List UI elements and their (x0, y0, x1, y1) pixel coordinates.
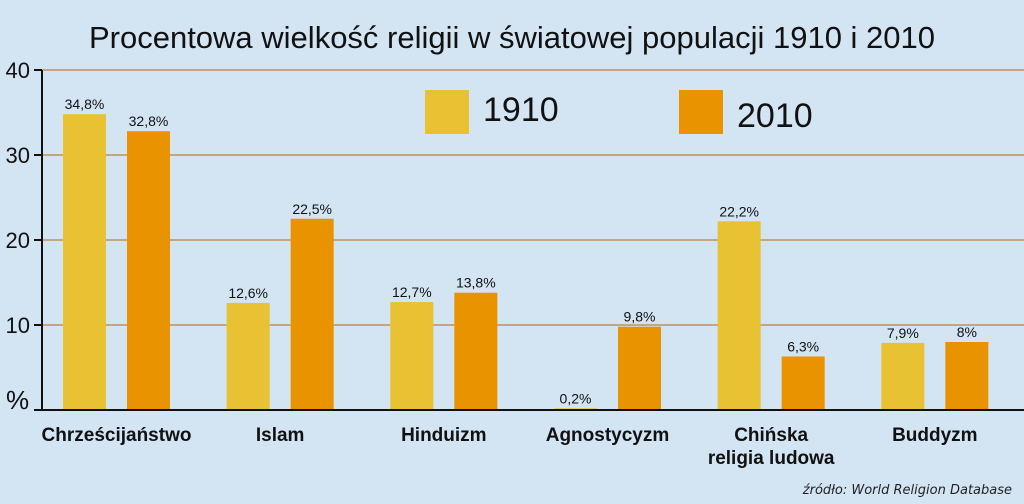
category-label: Chińska religia ludowa (708, 425, 835, 469)
value-label: 32,8% (129, 113, 169, 129)
value-label: 22,2% (719, 203, 759, 219)
grid-lines (42, 69, 1024, 326)
value-label: 12,7% (392, 284, 432, 300)
y-axis: 10 20 30 40% (6, 58, 43, 415)
bar-1910-2 (390, 302, 434, 410)
y-tick-label: 10 (6, 313, 30, 338)
category-label: Hinduizm (401, 425, 487, 446)
y-tick-label: 40 (6, 58, 30, 83)
legend-swatch-1910 (425, 90, 469, 134)
bar-2010-4 (781, 356, 825, 410)
value-label: 0,2% (560, 390, 592, 406)
value-label: 7,9% (887, 325, 919, 341)
value-label: 12,6% (228, 285, 268, 301)
bar-1910-4 (717, 221, 761, 410)
bar-1910-1 (226, 302, 270, 410)
category-label: Buddyzm (892, 425, 978, 446)
y-tick-label: 30 (6, 143, 30, 168)
chart-title: Procentowa wielkość religii w światowej … (89, 20, 935, 55)
value-labels: 34,8% 32,8% 12,6% 22,5% 12,7% 13,8% 0,2% 9,8% 22… (65, 96, 977, 406)
legend: 1910 2010 (425, 90, 813, 135)
bar-1910-0 (63, 114, 106, 410)
legend-label-1910: 1910 (483, 91, 559, 129)
source-note: źródło: World Religion Database (802, 483, 1012, 498)
value-label: 34,8% (65, 96, 105, 112)
value-label: 9,8% (624, 309, 656, 325)
y-axis-unit: % (6, 385, 29, 415)
legend-swatch-2010 (679, 90, 723, 134)
bar-2010-1 (290, 218, 334, 410)
bars (63, 114, 989, 410)
category-label: Islam (256, 425, 305, 446)
bar-2010-3 (618, 326, 661, 410)
x-axis: Chrześcijaństwo Islam Hinduizm Agnostycyzm C… (42, 409, 1024, 469)
bar-2010-5 (945, 342, 989, 410)
value-label: 6,3% (787, 338, 819, 354)
value-label: 8% (957, 324, 977, 340)
bar-1910-5 (881, 342, 925, 410)
value-label: 22,5% (292, 201, 332, 217)
y-tick-label: 20 (6, 228, 30, 253)
value-label: 13,8% (456, 275, 496, 291)
bar-2010-0 (127, 131, 170, 410)
bar-2010-2 (454, 292, 498, 410)
category-label: Agnostycyzm (546, 425, 670, 446)
legend-label-2010: 2010 (737, 97, 813, 135)
category-label: Chrześcijaństwo (42, 425, 192, 446)
